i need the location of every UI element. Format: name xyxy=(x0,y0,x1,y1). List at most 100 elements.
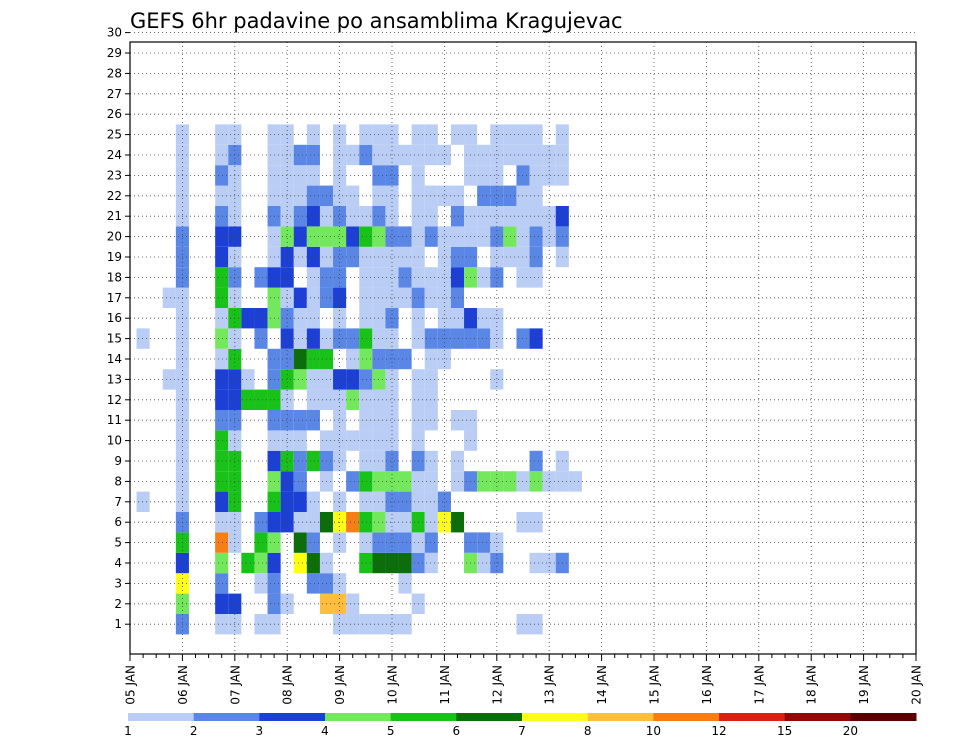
heatmap-cell xyxy=(437,185,451,206)
heatmap-cell xyxy=(542,165,556,186)
heatmap-cell xyxy=(333,267,347,288)
y-tick-label: 27 xyxy=(107,87,122,101)
heatmap-cell xyxy=(346,246,360,268)
heatmap-cell xyxy=(359,491,373,512)
heatmap-cell xyxy=(215,471,229,492)
heatmap-cell xyxy=(215,348,229,370)
heatmap-cell xyxy=(359,450,373,472)
heatmap-cell xyxy=(306,328,320,349)
y-tick-label: 15 xyxy=(107,332,122,346)
heatmap-cell xyxy=(346,206,360,227)
heatmap-cell xyxy=(293,471,307,492)
heatmap-cell xyxy=(241,389,255,410)
y-tick-label: 13 xyxy=(107,372,122,386)
heatmap-cells xyxy=(136,124,582,635)
heatmap-cell xyxy=(542,471,556,492)
heatmap-cell xyxy=(306,287,320,308)
heatmap-cell xyxy=(215,144,229,166)
heatmap-cell xyxy=(293,410,307,431)
heatmap-cell xyxy=(293,328,307,349)
heatmap-cell xyxy=(215,246,229,268)
heatmap-cell xyxy=(568,471,582,492)
heatmap-cell xyxy=(385,267,399,288)
heatmap-cell xyxy=(398,532,412,553)
heatmap-cell xyxy=(477,471,491,492)
heatmap-cell xyxy=(477,532,491,553)
heatmap-cell xyxy=(254,512,268,533)
heatmap-cell xyxy=(333,226,347,247)
heatmap-cell xyxy=(306,573,320,594)
y-tick-label: 8 xyxy=(114,474,122,488)
legend-swatch xyxy=(390,713,457,721)
heatmap-cell xyxy=(490,246,504,268)
heatmap-cell xyxy=(398,471,412,492)
heatmap-cell xyxy=(477,165,491,186)
heatmap-cell xyxy=(477,552,491,574)
heatmap-cell xyxy=(280,389,294,410)
heatmap-cell xyxy=(385,165,399,186)
heatmap-cell xyxy=(424,144,438,166)
heatmap-cell xyxy=(280,491,294,512)
x-tick-label: 11 JAN xyxy=(438,665,452,705)
heatmap-cell xyxy=(424,226,438,247)
heatmap-cell xyxy=(333,389,347,410)
heatmap-cell xyxy=(359,471,373,492)
x-tick-label: 08 JAN xyxy=(281,665,295,705)
heatmap-cell xyxy=(346,593,360,614)
heatmap-cell xyxy=(477,308,491,329)
heatmap-cell xyxy=(542,226,556,247)
heatmap-cell xyxy=(359,124,373,145)
heatmap-cell xyxy=(359,226,373,247)
heatmap-cell xyxy=(333,593,347,614)
heatmap-cell xyxy=(359,552,373,574)
y-tick-label: 3 xyxy=(114,576,122,590)
y-tick-label: 24 xyxy=(107,148,122,162)
heatmap-cell xyxy=(359,614,373,635)
heatmap-cell xyxy=(529,552,543,574)
heatmap-cell xyxy=(477,185,491,206)
heatmap-cell xyxy=(359,206,373,227)
heatmap-cell xyxy=(385,226,399,247)
heatmap-cell xyxy=(254,573,268,594)
heatmap-cell xyxy=(306,348,320,370)
heatmap-cell xyxy=(529,226,543,247)
heatmap-cell xyxy=(293,226,307,247)
heatmap-cell xyxy=(215,410,229,431)
heatmap-cell xyxy=(490,369,504,390)
heatmap-cell xyxy=(280,410,294,431)
heatmap-cell xyxy=(346,369,360,390)
heatmap-cell xyxy=(346,348,360,370)
heatmap-cell xyxy=(477,206,491,227)
heatmap-cell xyxy=(254,328,268,349)
heatmap-cell xyxy=(385,369,399,390)
heatmap-cell xyxy=(490,185,504,206)
y-tick-label: 16 xyxy=(107,311,122,325)
heatmap-cell xyxy=(424,532,438,553)
heatmap-cell xyxy=(359,287,373,308)
y-tick-label: 19 xyxy=(107,250,122,264)
heatmap-cell xyxy=(477,144,491,166)
y-tick-label: 17 xyxy=(107,291,122,305)
heatmap-cell xyxy=(450,206,465,227)
legend-swatch xyxy=(850,713,917,721)
x-tick-label: 06 JAN xyxy=(176,665,190,705)
heatmap-cell xyxy=(529,267,543,288)
heatmap-cell xyxy=(450,124,465,145)
heatmap-cell xyxy=(398,226,412,247)
heatmap-cell xyxy=(385,185,399,206)
x-tick-label: 05 JAN xyxy=(124,665,138,705)
heatmap-cell xyxy=(490,471,504,492)
y-tick-label: 21 xyxy=(107,209,122,223)
heatmap-cell xyxy=(424,185,438,206)
heatmap-cell xyxy=(215,267,229,288)
heatmap-cell xyxy=(450,450,465,472)
heatmap-cell xyxy=(306,206,320,227)
y-tick-label: 30 xyxy=(107,26,122,40)
y-tick-label: 23 xyxy=(107,168,122,182)
heatmap-cell xyxy=(162,369,176,390)
heatmap-cell xyxy=(215,308,229,329)
heatmap-cell xyxy=(280,430,294,451)
heatmap-cell xyxy=(306,144,320,166)
heatmap-cell xyxy=(398,614,412,635)
